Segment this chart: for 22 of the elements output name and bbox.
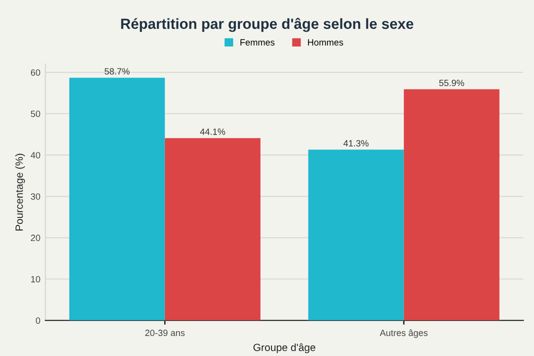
y-tick-label: 10 bbox=[31, 276, 40, 282]
data-label: 58.7% bbox=[104, 68, 130, 75]
y-tick-label: 50 bbox=[30, 110, 40, 118]
bar bbox=[164, 138, 260, 320]
y-axis-title: Pourcentage (%) bbox=[15, 154, 25, 230]
x-tick-label: 20-39 ans bbox=[145, 330, 185, 336]
data-label: 44.1% bbox=[200, 128, 226, 135]
y-tick-label: 30 bbox=[30, 193, 40, 200]
bar bbox=[404, 89, 500, 320]
data-label: 41.3% bbox=[343, 140, 369, 146]
y-tick-label: 40 bbox=[30, 152, 40, 158]
legend-label: Femmes bbox=[240, 39, 274, 46]
x-axis-title: Groupe d'âge bbox=[253, 343, 316, 354]
bar bbox=[308, 150, 404, 320]
chart-title: Répartition par groupe d'âge selon le sexe bbox=[121, 18, 414, 32]
y-tick-label: 0 bbox=[36, 317, 40, 324]
y-tick-label: 20 bbox=[30, 234, 40, 242]
bar bbox=[69, 78, 165, 320]
data-label: 55.9% bbox=[439, 80, 464, 86]
y-tick-label: 60 bbox=[30, 69, 40, 76]
x-tick-label: Autres âges bbox=[380, 329, 428, 338]
legend-label: Hommes bbox=[308, 39, 344, 46]
